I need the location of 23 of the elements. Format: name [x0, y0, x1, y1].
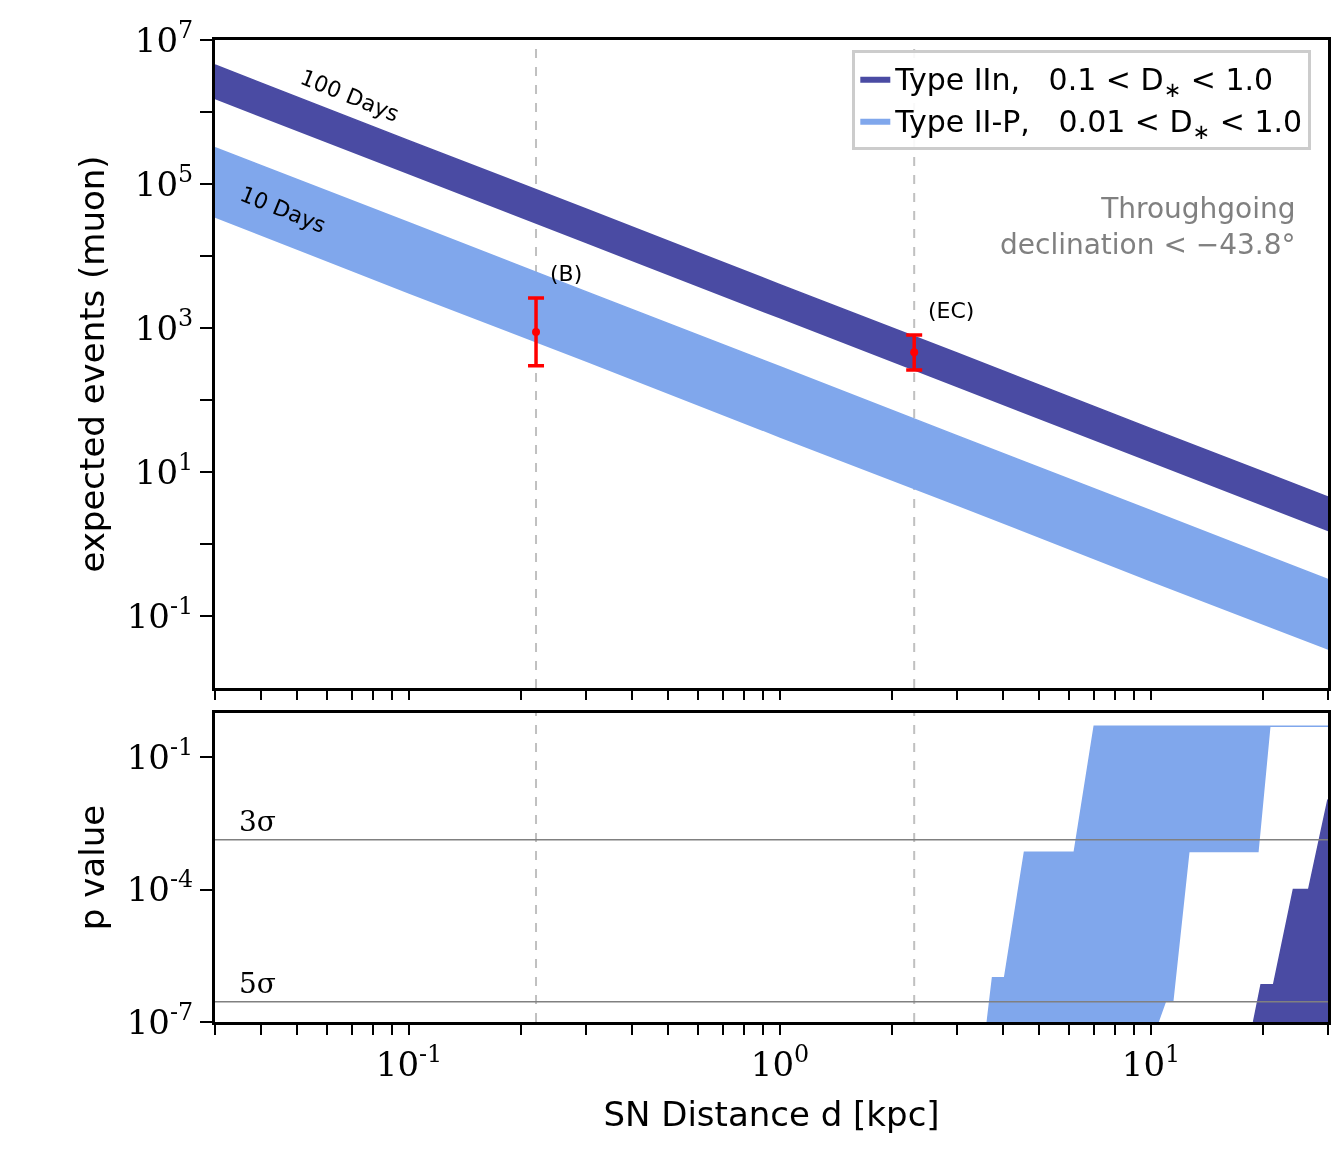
y-tick-label: 10$^{-4}$	[126, 865, 194, 910]
ref-line-label: 5σ	[239, 967, 276, 1000]
legend-label: Type II-P, 0.01 < D$_{∗}$ < 1.0	[894, 104, 1303, 144]
annotation: Throughgoing declination < −43.8°	[1000, 192, 1296, 262]
y-tick-label: 10$^{1}$	[134, 447, 194, 492]
y-tick-label: 10$^{-1}$	[126, 591, 194, 636]
y-tick-label: 10$^{3}$	[134, 303, 194, 348]
x-tick-label: 10$^{1}$	[1121, 1039, 1181, 1084]
y-tick-label: 10$^{7}$	[134, 15, 194, 60]
x-tick-label: 10$^{0}$	[750, 1039, 810, 1084]
annotation: 100 Days	[296, 64, 403, 127]
legend-label: Type IIn, 0.1 < D$_{∗}$ < 1.0	[894, 62, 1274, 102]
x-axis-title: SN Distance d [kpc]	[603, 1094, 940, 1135]
y-axis-title: p value	[72, 804, 113, 931]
annotation: 10 Days	[236, 181, 330, 238]
y-tick-label: 10$^{-1}$	[126, 732, 194, 778]
y-axis-title: expected events (muon)	[72, 155, 113, 573]
y-tick-label: 10$^{5}$	[134, 159, 194, 204]
annotation: (EC)	[928, 298, 975, 323]
annotation: (B)	[550, 261, 583, 286]
ref-line-label: 3σ	[239, 805, 276, 838]
x-tick-label: 10$^{-1}$	[375, 1039, 443, 1084]
y-tick-label: 10$^{-7}$	[126, 997, 194, 1042]
